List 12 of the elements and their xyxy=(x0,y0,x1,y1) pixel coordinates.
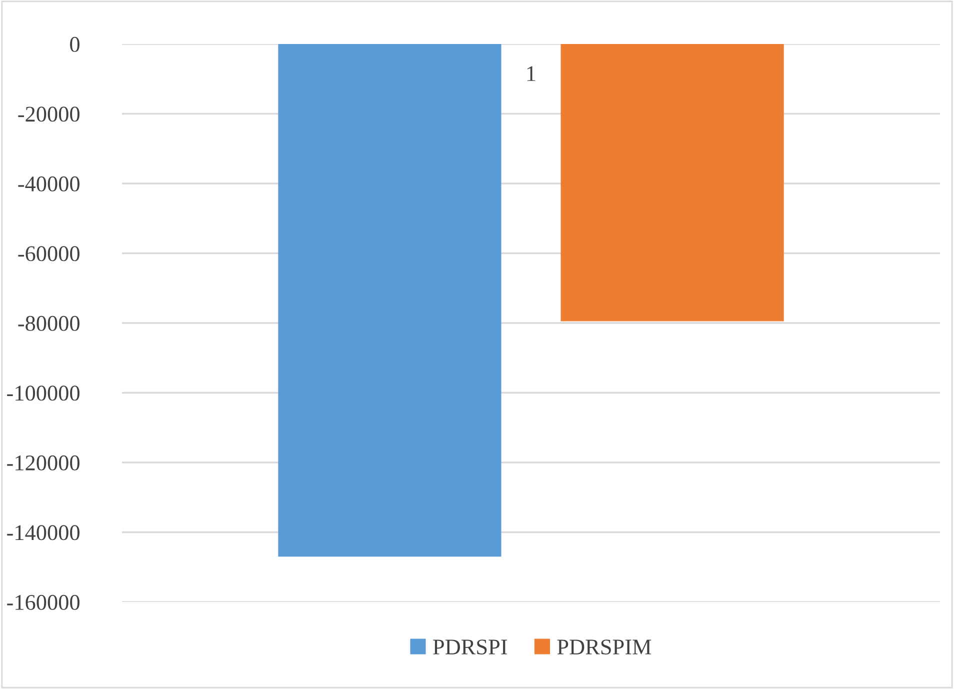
x-tick-label: 1 xyxy=(527,66,536,81)
y-tick-label: -80000 xyxy=(18,316,80,331)
y-tick-label: -120000 xyxy=(7,455,80,470)
y-tick-label: 0 xyxy=(70,36,80,52)
y-tick-label: -160000 xyxy=(7,594,80,610)
legend-label: PDRSPIM xyxy=(557,640,652,655)
y-tick-label: -20000 xyxy=(18,106,80,122)
y-tick-label: -40000 xyxy=(18,176,80,192)
y-tick-label: -100000 xyxy=(7,386,80,401)
legend-label: PDRSPI xyxy=(433,640,508,655)
y-tick-label: -60000 xyxy=(18,246,80,262)
y-tick-label: -140000 xyxy=(7,525,80,540)
